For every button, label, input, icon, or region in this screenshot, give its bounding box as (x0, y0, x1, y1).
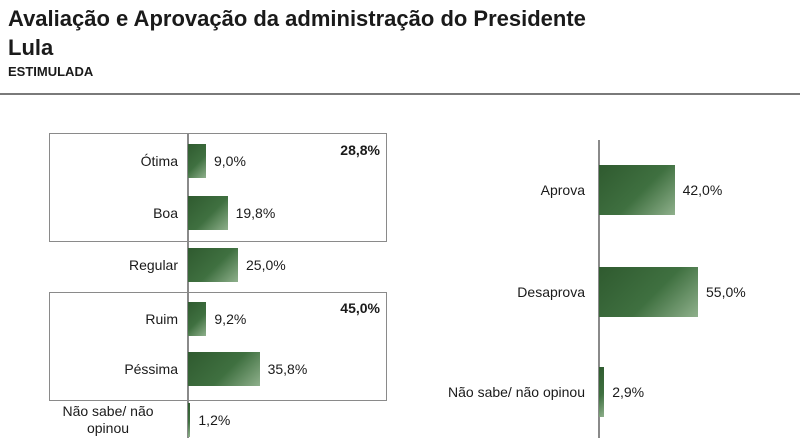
bar-otima (188, 144, 206, 178)
bar-boa (188, 196, 228, 230)
value-label-boa: 19,8% (235, 205, 276, 221)
value-label-regular: 25,0% (246, 257, 286, 273)
category-label-nao-sabe-nao-opinou: Não sabe/ não opinou (62, 403, 154, 436)
header-divider (0, 93, 800, 95)
bar-ruim (188, 302, 207, 336)
category-label-pessima: Péssima (124, 361, 178, 377)
value-label-pessima: 35,8% (267, 361, 308, 377)
chart-subtitle: ESTIMULADA (8, 64, 94, 79)
category-label-regular: Regular (128, 257, 178, 273)
group-total-label: 28,8% (340, 142, 380, 158)
category-label-boa: Boa (153, 205, 178, 221)
bar-nao-sabe-nao-opinou (599, 367, 605, 417)
value-label-desaprova: 55,0% (706, 284, 746, 300)
value-label-ruim: 9,2% (214, 311, 247, 327)
value-label-nao-sabe-nao-opinou: 1,2% (198, 412, 231, 428)
value-label-aprova: 42,0% (682, 182, 723, 198)
chart-title: Avaliação e Aprovação da administração d… (8, 6, 586, 60)
axis-line (187, 133, 189, 438)
bar-pessima (188, 352, 260, 386)
category-label-ruim: Ruim (145, 311, 178, 327)
bar-aprova (599, 165, 675, 215)
group-box-1 (49, 133, 387, 242)
category-label-nao-sabe-nao-opinou: Não sabe/ não opinou (448, 384, 585, 400)
bar-regular (188, 248, 238, 282)
category-label-otima: Ótima (140, 153, 178, 169)
value-label-nao-sabe-nao-opinou: 2,9% (612, 384, 645, 400)
bar-desaprova (599, 267, 698, 317)
category-label-aprova: Aprova (540, 182, 585, 198)
group-box-2 (49, 292, 387, 401)
bar-nao-sabe-nao-opinou (188, 403, 191, 437)
group-total-label: 45,0% (340, 300, 380, 316)
category-label-desaprova: Desaprova (517, 284, 585, 300)
value-label-otima: 9,0% (214, 153, 246, 169)
